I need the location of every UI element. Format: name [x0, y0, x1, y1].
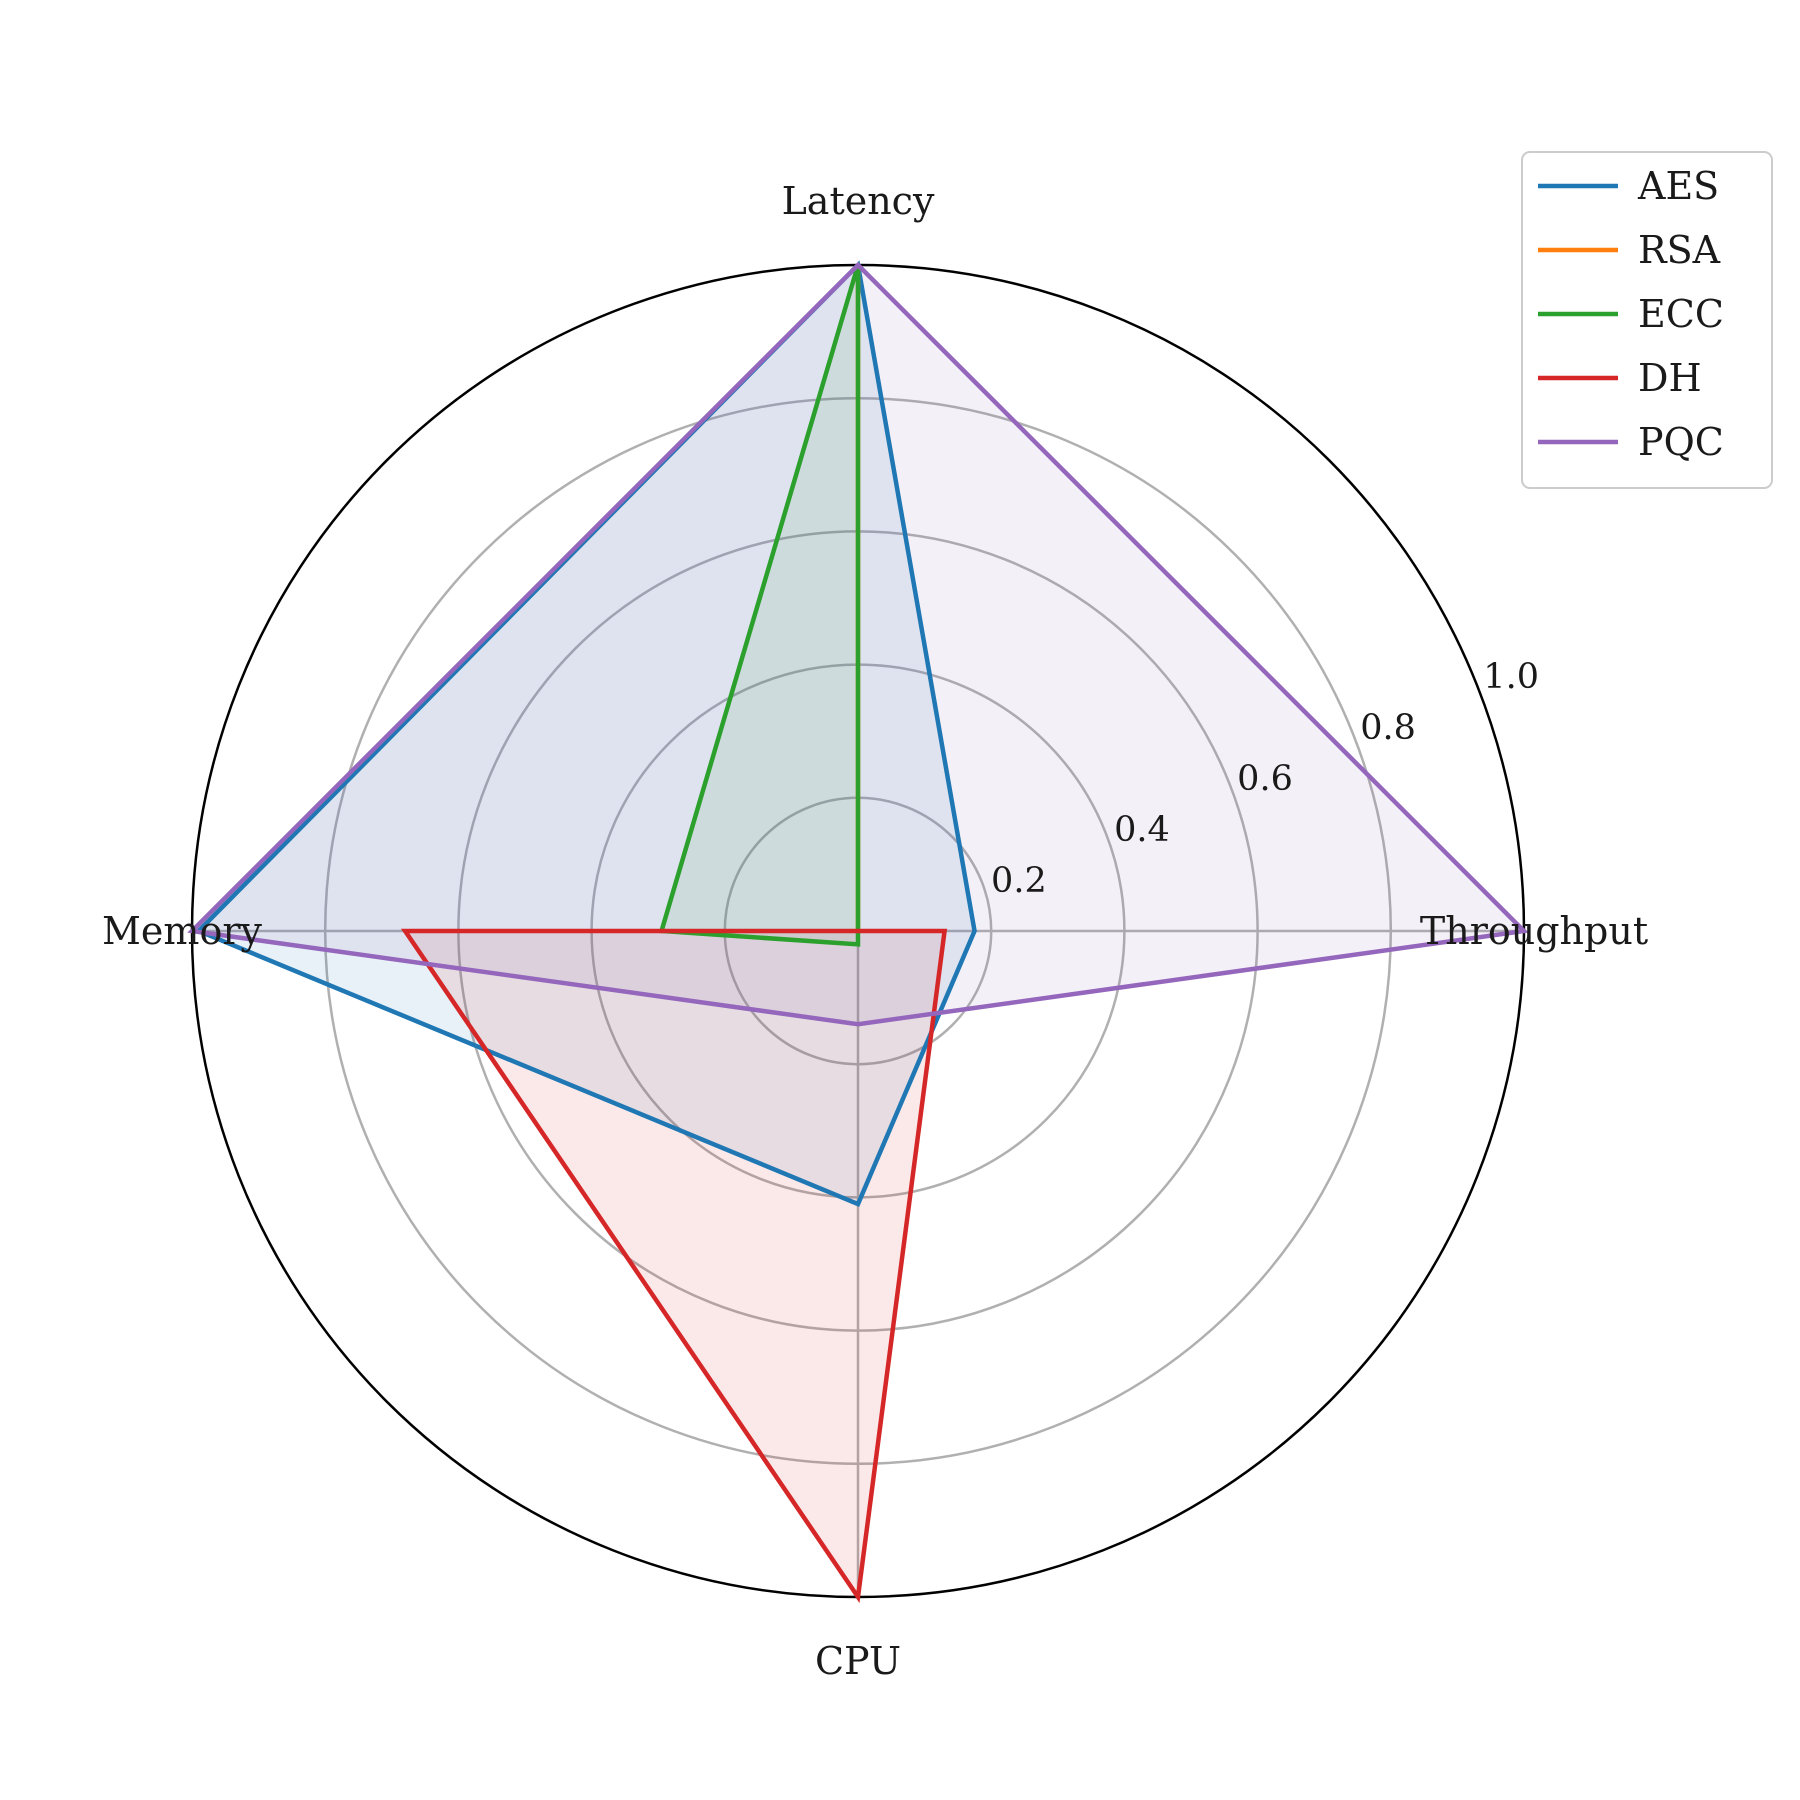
legend-label-rsa: RSA — [1638, 228, 1721, 272]
r-tick-label: 0.6 — [1237, 759, 1293, 799]
axis-label-cpu: CPU — [815, 1639, 901, 1683]
series-line-dh — [400, 928, 948, 1604]
legend: AES RSA ECC DH PQC — [1521, 151, 1773, 489]
axis-label-memory: Memory — [102, 909, 262, 953]
series-fill-aes — [198, 265, 975, 1205]
r-tick-label: 0.2 — [991, 861, 1047, 901]
series-line-aes — [194, 260, 977, 1207]
series-line-pqc — [187, 261, 1529, 1027]
series-fill-dh — [405, 931, 945, 1597]
legend-label-aes: AES — [1637, 164, 1719, 208]
label-layer: Latency Throughput CPU Memory 0.2 0.4 0.6 0.8 1.… — [102, 179, 1648, 1683]
legend-label-ecc: ECC — [1638, 292, 1724, 336]
legend-frame — [1521, 151, 1773, 489]
legend-label-pqc: PQC — [1638, 420, 1724, 464]
series-line-layer — [187, 260, 1529, 1604]
legend-label-dh: DH — [1638, 356, 1702, 400]
series-line-ecc — [658, 264, 861, 947]
r-tick-label: 0.4 — [1114, 810, 1170, 850]
axis-label-latency: Latency — [782, 179, 935, 223]
r-tick-label: 0.8 — [1360, 708, 1416, 748]
r-tick-label: 1.0 — [1483, 657, 1539, 697]
axis-label-throughput: Throughput — [1420, 909, 1648, 953]
